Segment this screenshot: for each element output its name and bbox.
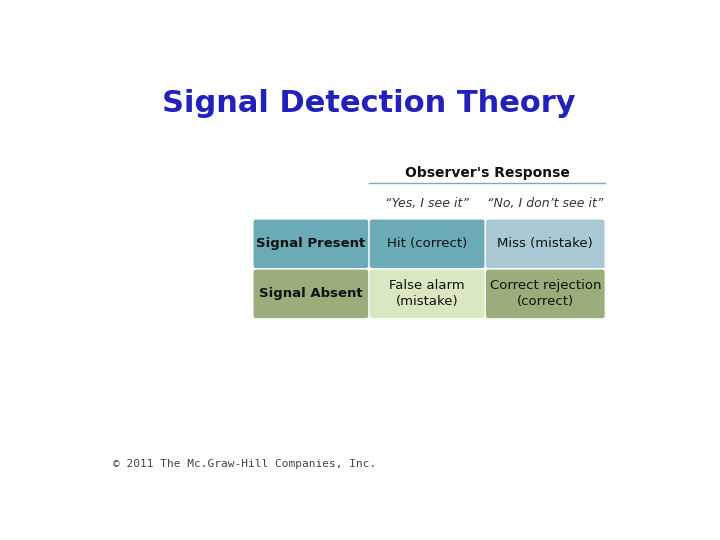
FancyBboxPatch shape — [253, 269, 368, 318]
FancyBboxPatch shape — [253, 220, 368, 268]
Text: “Yes, I see it”: “Yes, I see it” — [385, 197, 469, 210]
Text: False alarm
(mistake): False alarm (mistake) — [390, 279, 465, 308]
Text: Signal Detection Theory: Signal Detection Theory — [162, 89, 576, 118]
Text: “No, I don’t see it”: “No, I don’t see it” — [487, 197, 603, 210]
Text: Observer's Response: Observer's Response — [405, 166, 570, 180]
FancyBboxPatch shape — [486, 220, 605, 268]
FancyBboxPatch shape — [486, 269, 605, 318]
Text: © 2011 The Mc.Graw-Hill Companies, Inc.: © 2011 The Mc.Graw-Hill Companies, Inc. — [113, 458, 377, 469]
Text: Signal Present: Signal Present — [256, 237, 366, 251]
Text: Signal Absent: Signal Absent — [259, 287, 363, 300]
Text: Correct rejection
(correct): Correct rejection (correct) — [490, 279, 601, 308]
FancyBboxPatch shape — [370, 220, 485, 268]
Text: Hit (correct): Hit (correct) — [387, 237, 467, 251]
Text: Miss (mistake): Miss (mistake) — [498, 237, 593, 251]
FancyBboxPatch shape — [370, 269, 485, 318]
